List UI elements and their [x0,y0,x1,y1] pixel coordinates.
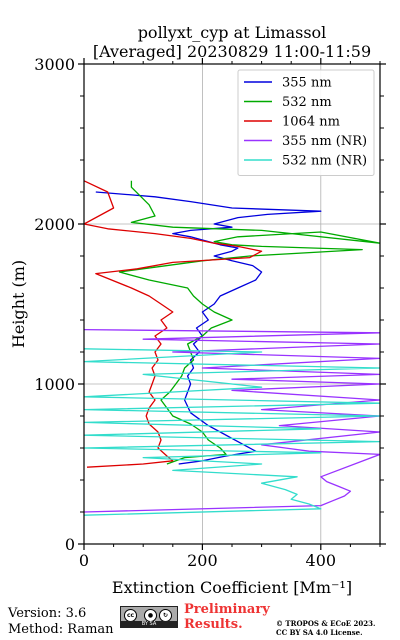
profile-chart: pollyxt_cyp at Limassol [Averaged] 20230… [9,23,386,597]
x-tick-label: 200 [187,551,218,570]
version-text: Version: 3.6 [8,606,87,621]
x-tick-label: 400 [306,551,337,570]
y-tick-label: 1000 [34,375,75,394]
preliminary-results-note: Preliminary Results. [184,602,270,632]
sa-icon: ↻ [159,609,172,622]
copyright-notice: © TROPOS & ECoE 2023. CC BY SA 4.0 Licen… [276,619,375,637]
y-tick-label: 3000 [34,55,75,74]
series-line [84,180,263,468]
y-tick-label: 2000 [34,215,75,234]
legend-label: 1064 nm [282,115,340,130]
chart-legend: 355 nm 532 nm 1064 nm 355 nm (NR) 532 nm (NR… [237,69,375,176]
legend-label: 532 nm [282,95,332,110]
series-line [118,180,380,465]
series-layer [84,180,380,516]
legend-label: 532 nm (NR) [282,154,367,169]
license-badge-text: BY SA [121,621,177,627]
legend-label: 355 nm (NR) [282,134,367,149]
series-line [84,328,380,513]
chart-title: pollyxt_cyp at Limassol [138,23,327,42]
copyright-line-1: © TROPOS & ECoE 2023. [276,619,376,628]
x-tick-label: 0 [79,551,89,570]
chart-subtitle: [Averaged] 20230829 11:00-11:59 [93,42,371,61]
footer-info: Version: 3.6 Method: Raman [8,606,114,638]
legend-box [237,69,375,176]
y-axis-label: Height (m) [9,260,28,348]
series-line [95,191,322,465]
cc-license-badge-icon: cc ● ↻ BY SA [120,606,178,628]
copyright-line-2: CC BY SA 4.0 License. [276,628,363,637]
series-line [84,348,380,516]
y-tick-label: 0 [65,535,75,554]
axis-layer: 0 200 400 0 1000 2000 3000 [34,55,386,570]
x-axis-label: Extinction Coefficient [Mm⁻¹] [112,578,352,597]
method-text: Method: Raman [8,622,114,637]
legend-label: 355 nm [282,76,332,91]
